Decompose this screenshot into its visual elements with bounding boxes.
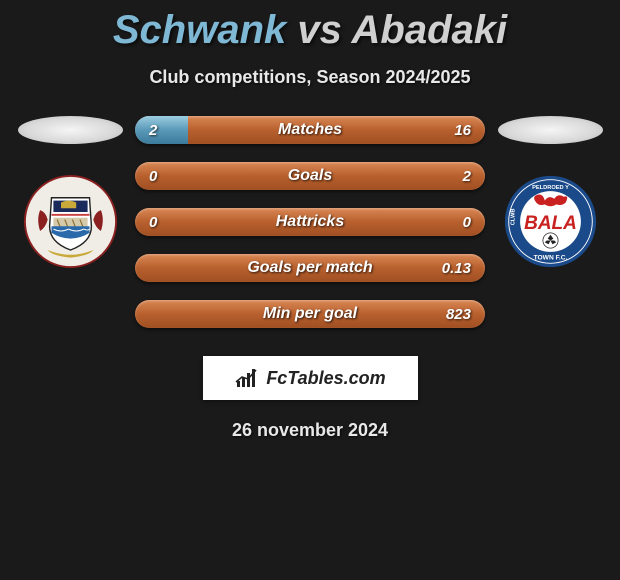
svg-text:CLWB: CLWB bbox=[510, 209, 516, 226]
svg-text:TOWN F.C.: TOWN F.C. bbox=[533, 255, 567, 262]
stat-right-value: 0.13 bbox=[442, 260, 471, 277]
stat-label: Goals per match bbox=[247, 259, 372, 277]
brand-badge: FcTables.com bbox=[203, 356, 418, 400]
stat-bar-4: Min per goal 823 bbox=[135, 300, 485, 328]
stats-bars: 2 Matches 16 0 Goals 2 0 Hattricks 0 Goals per ma… bbox=[135, 116, 485, 328]
stat-bar-1: 0 Goals 2 bbox=[135, 162, 485, 190]
player1-oval bbox=[18, 116, 123, 144]
stat-label: Hattricks bbox=[276, 213, 344, 231]
stat-label: Min per goal bbox=[263, 305, 357, 323]
svg-text:BALA: BALA bbox=[524, 213, 577, 234]
stat-right-value: 0 bbox=[463, 214, 471, 231]
subtitle: Club competitions, Season 2024/2025 bbox=[0, 67, 620, 88]
stat-left-value: 0 bbox=[149, 214, 157, 231]
player2-crest-icon: PELDROED Y TOWN F.C. CLWB BALA bbox=[503, 174, 598, 269]
comparison-title: Schwank vs Abadaki bbox=[0, 0, 620, 53]
stat-right-value: 823 bbox=[446, 306, 471, 323]
stat-left-value: 0 bbox=[149, 168, 157, 185]
vs-text: vs bbox=[297, 8, 342, 52]
comparison-content: 2 Matches 16 0 Goals 2 0 Hattricks 0 Goals per ma… bbox=[0, 116, 620, 328]
player2-name: Abadaki bbox=[352, 8, 508, 52]
chart-icon bbox=[234, 367, 260, 389]
player2-oval bbox=[498, 116, 603, 144]
stat-label: Goals bbox=[288, 167, 332, 185]
stat-left-value: 2 bbox=[149, 122, 157, 139]
stat-bar-3: Goals per match 0.13 bbox=[135, 254, 485, 282]
svg-text:PELDROED Y: PELDROED Y bbox=[532, 185, 569, 191]
brand-text: FcTables.com bbox=[266, 368, 385, 389]
stat-right-value: 16 bbox=[454, 122, 471, 139]
stat-label: Matches bbox=[278, 121, 342, 139]
date-text: 26 november 2024 bbox=[0, 420, 620, 441]
stat-bar-0: 2 Matches 16 bbox=[135, 116, 485, 144]
player1-crest-icon bbox=[23, 174, 118, 269]
stat-right-value: 2 bbox=[463, 168, 471, 185]
right-side: PELDROED Y TOWN F.C. CLWB BALA bbox=[495, 116, 605, 269]
player1-name: Schwank bbox=[113, 8, 286, 52]
left-side bbox=[15, 116, 125, 269]
stat-bar-2: 0 Hattricks 0 bbox=[135, 208, 485, 236]
